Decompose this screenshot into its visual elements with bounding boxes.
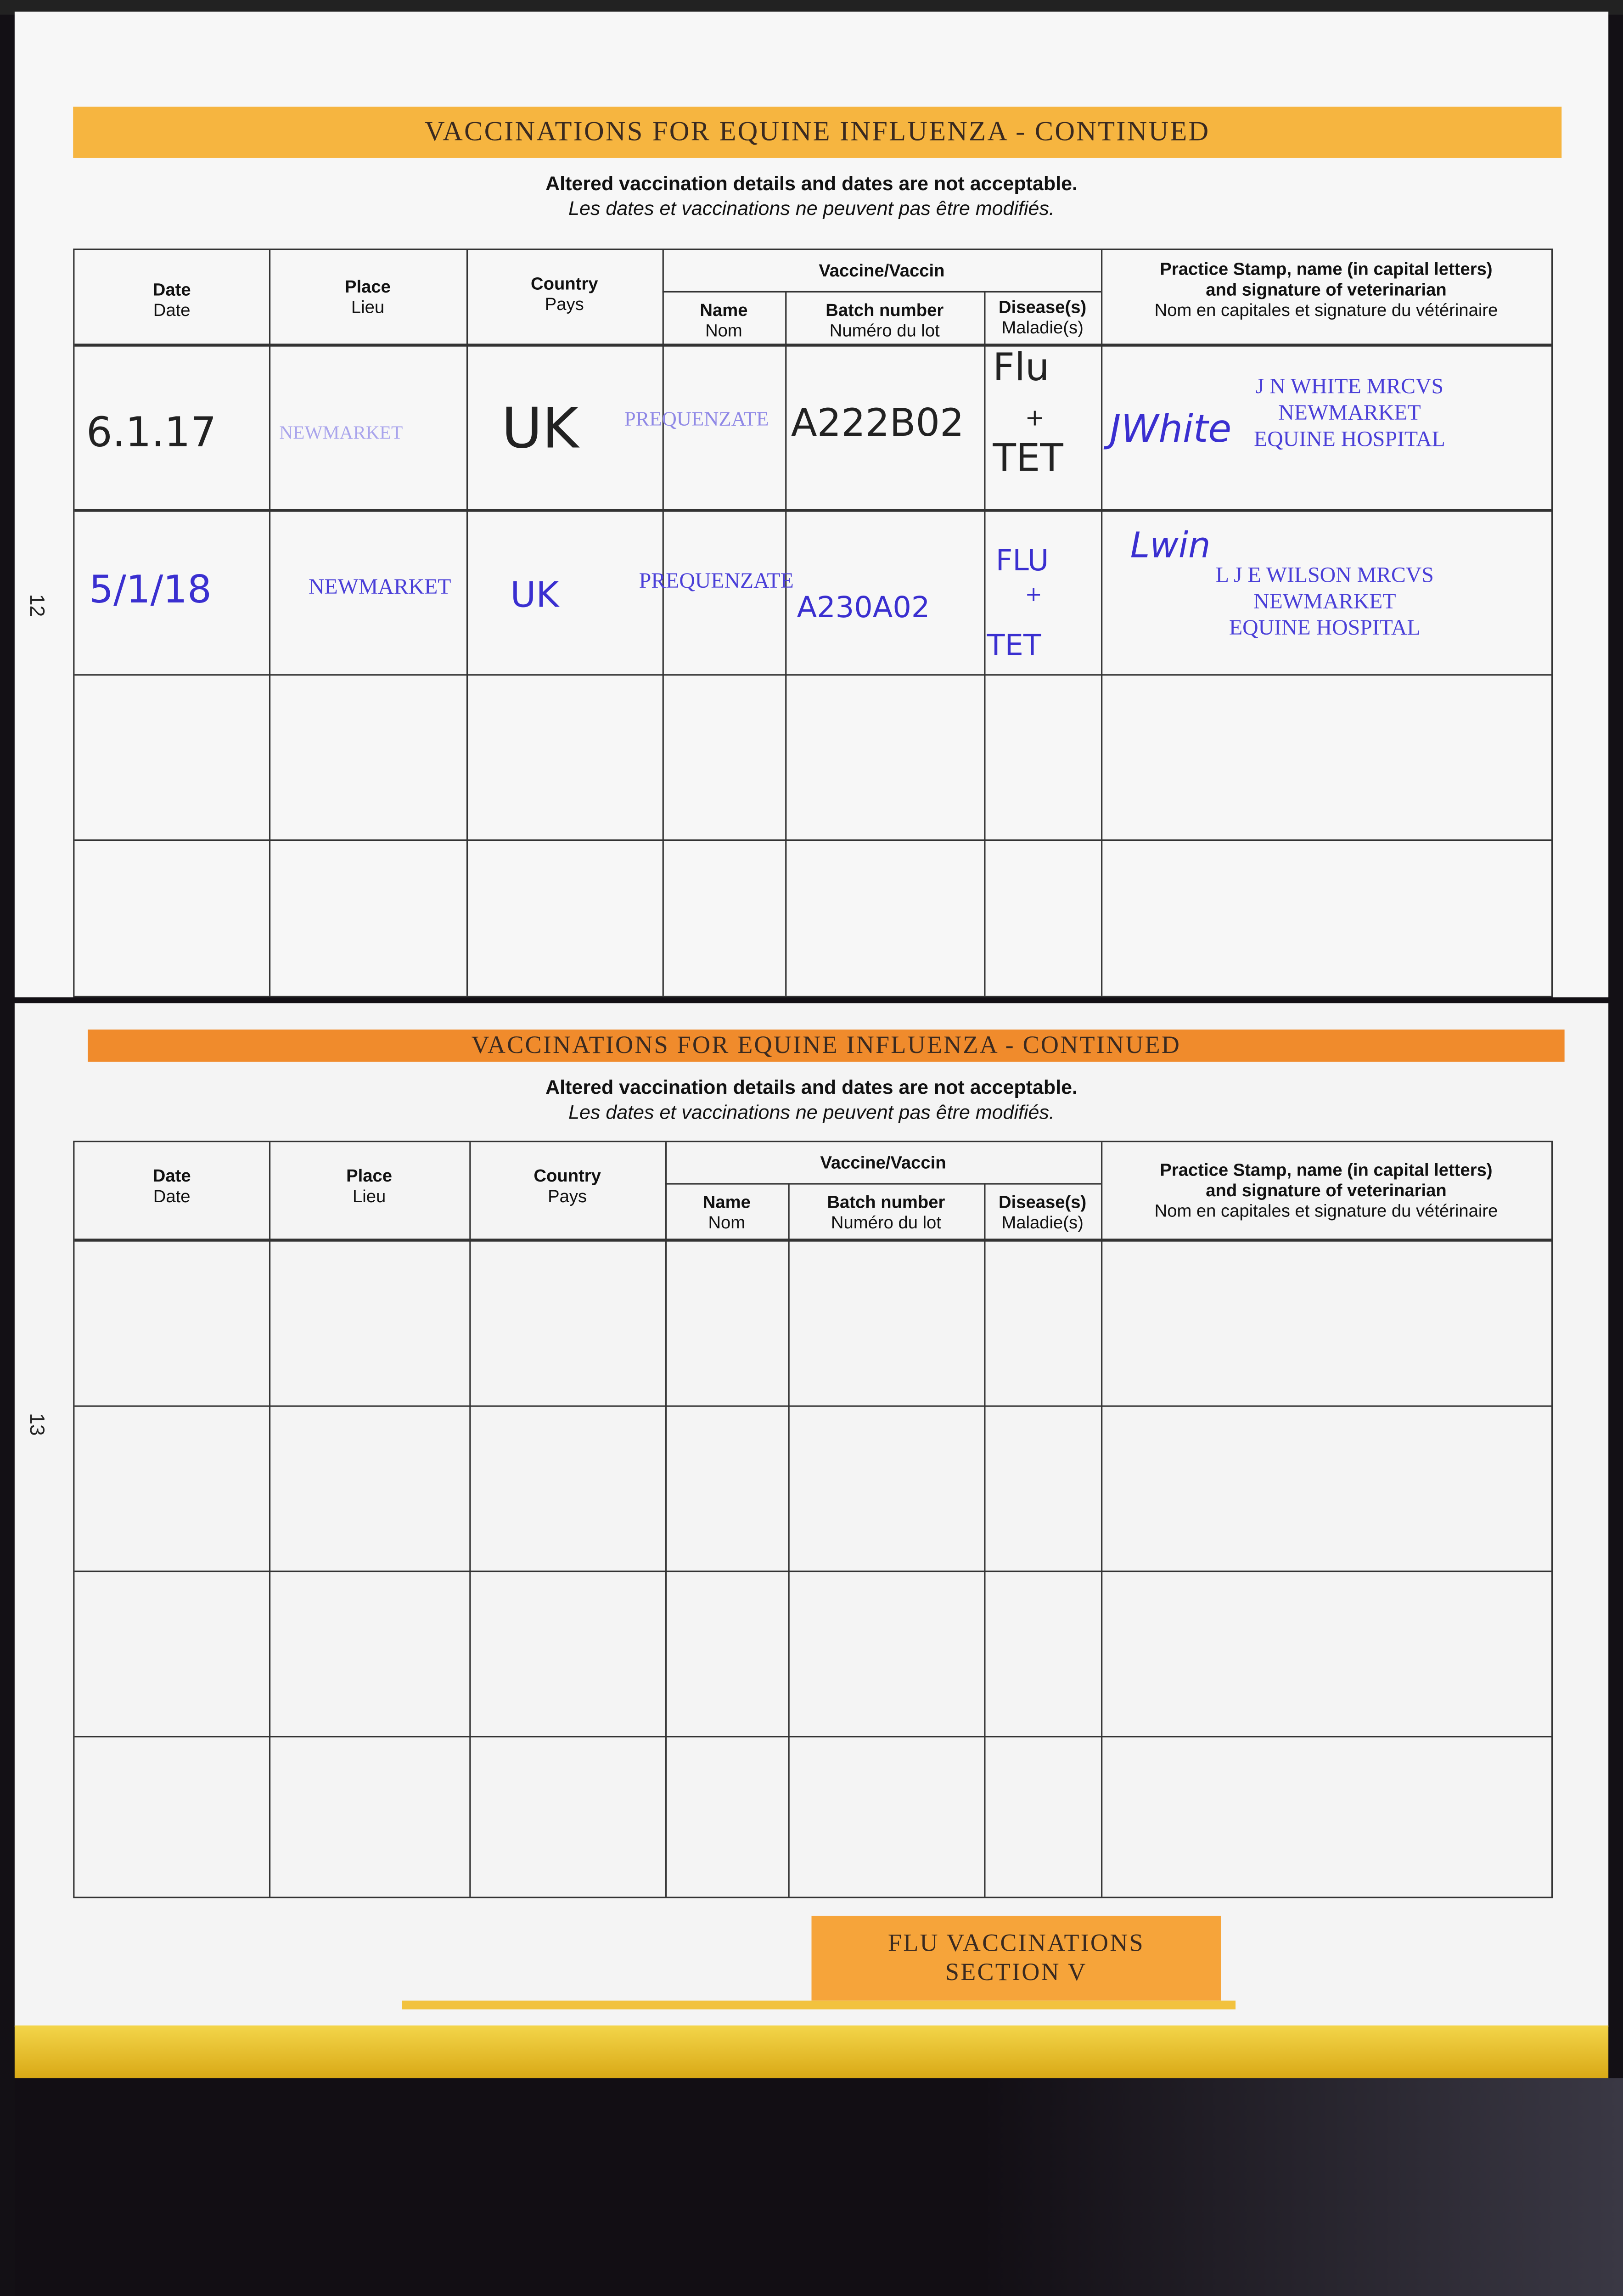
row1-date: 6.1.17 (86, 408, 217, 456)
header-vaccine: Vaccine/Vaccin (819, 260, 945, 281)
vaccination-table: Date Date Place Lieu Country Pays Vaccine/V… (73, 248, 1553, 997)
row1-country: UK (501, 396, 579, 461)
page-number: 13 (26, 1413, 50, 1436)
notice-english: Altered vaccination details and dates ar… (545, 172, 1078, 195)
section-tab: FLU VACCINATIONS SECTION V (811, 1915, 1221, 2001)
header-place: Place Lieu (346, 1165, 393, 1207)
header-name: Name Nom (700, 299, 748, 341)
notice-french: Les dates et vaccinations ne peuvent pas… (568, 1101, 1055, 1123)
page-number: 12 (26, 594, 50, 617)
row1-practice-stamp: J N WHITE MRCVS NEWMARKET EQUINE HOSPITA… (1254, 376, 1445, 452)
page-title-banner: VACCINATIONS FOR EQUINE INFLUENZA - CONT… (88, 1030, 1565, 1062)
row2-vaccine-name: PREQUENZATE (639, 570, 794, 594)
row2-batch: A230A02 (797, 589, 930, 625)
header-vaccine: Vaccine/Vaccin (820, 1152, 946, 1173)
notice-french: Les dates et vaccinations ne peuvent pas… (568, 197, 1055, 219)
page-12: VACCINATIONS FOR EQUINE INFLUENZA - CONT… (14, 11, 1609, 997)
row2-signature: Lwin (1130, 525, 1211, 566)
header-batch: Batch number Numéro du lot (827, 1192, 945, 1233)
row2-place: NEWMARKET (308, 576, 451, 600)
header-date: Date Date (152, 1165, 191, 1207)
header-disease: Disease(s) Maladie(s) (999, 297, 1087, 338)
header-disease: Disease(s) Maladie(s) (999, 1192, 1087, 1233)
header-place: Place Lieu (344, 276, 391, 318)
header-date: Date Date (152, 279, 191, 321)
header-stamp: Practice Stamp, name (in capital letters… (1154, 259, 1498, 321)
notice-english: Altered vaccination details and dates ar… (545, 1076, 1078, 1098)
row1-vaccine-name: PREQUENZATE (624, 409, 769, 432)
header-country: Country Pays (534, 1165, 601, 1207)
binding-edge (14, 2025, 1609, 2078)
row2-practice-stamp: L J E WILSON MRCVS NEWMARKET EQUINE HOSP… (1215, 564, 1434, 641)
row2-date: 5/1/18 (89, 568, 212, 613)
header-stamp: Practice Stamp, name (in capital letters… (1154, 1159, 1498, 1221)
row1-batch: A222B02 (791, 402, 964, 446)
vaccination-table: Date Date Place Lieu Country Pays Vaccine/V… (73, 1141, 1553, 1898)
row1-place: NEWMARKET (279, 421, 403, 443)
row1-signature: JWhite (1110, 408, 1232, 452)
header-batch: Batch number Numéro du lot (826, 299, 944, 341)
header-country: Country Pays (531, 273, 598, 315)
scan-background (14, 2078, 1623, 2296)
row1-disease: Flu (993, 346, 1050, 391)
page-13: VACCINATIONS FOR EQUINE INFLUENZA - CONT… (14, 1003, 1609, 2027)
header-name: Name Nom (702, 1192, 751, 1233)
row2-country: UK (510, 574, 559, 616)
page-title-banner: VACCINATIONS FOR EQUINE INFLUENZA - CONT… (73, 107, 1562, 158)
row2-disease: FLU (995, 542, 1049, 578)
